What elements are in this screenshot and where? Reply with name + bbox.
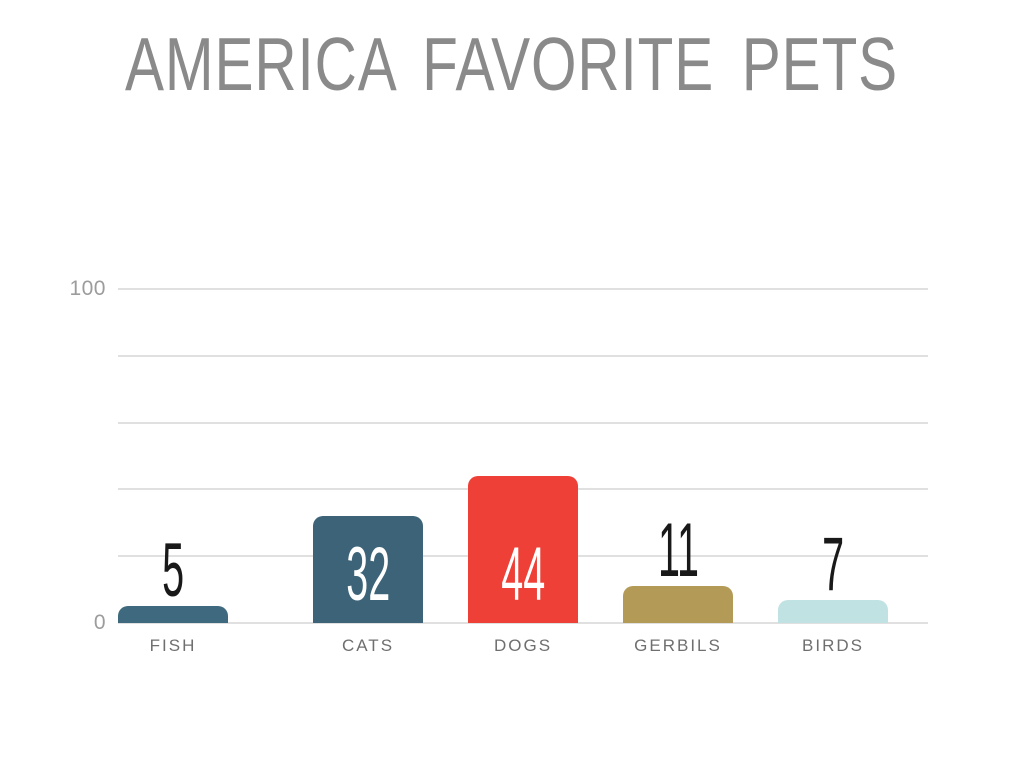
bar-value-label-gerbils: 11 <box>657 508 699 593</box>
y-axis-tick-100: 100 <box>69 277 106 300</box>
bar-group-gerbils: 11 GERBILS <box>623 289 733 655</box>
bar-gerbils <box>623 586 733 623</box>
category-label-fish: FISH <box>149 636 197 655</box>
bar-group-cats: 32 CATS <box>313 289 423 655</box>
bar-fish <box>118 606 228 623</box>
category-label-birds: BIRDS <box>802 636 864 655</box>
bar-value-label-birds: 7 <box>822 522 844 607</box>
bar-chart-plot-area: 32 CATS 44 DOGS 11 GERBILS 7 BIRDS 5 FIS… <box>118 288 928 655</box>
bar-value-label-dogs: 44 <box>501 532 545 617</box>
gridline-y-0 <box>118 622 928 624</box>
chart-title: AMERICA FAVORITE PETS <box>125 22 899 106</box>
y-axis-tick-0: 0 <box>93 611 106 634</box>
chart-title-container: AMERICA FAVORITE PETS <box>0 27 1024 102</box>
bar-group-dogs: 44 DOGS <box>468 289 578 655</box>
bar-cats <box>313 516 423 623</box>
bar-group-fish: 5 FISH <box>118 289 228 655</box>
category-label-gerbils: GERBILS <box>634 636 722 655</box>
gridline-y-80 <box>118 354 928 357</box>
bar-value-label-fish: 5 <box>162 528 184 613</box>
bar-value-label-cats: 32 <box>346 532 390 617</box>
gridline-y-100 <box>118 288 928 290</box>
bar-group-birds: 7 BIRDS <box>778 289 888 655</box>
gridline-y-60 <box>118 421 928 424</box>
bar-birds <box>778 600 888 623</box>
category-label-dogs: DOGS <box>493 636 553 655</box>
bar-dogs <box>468 476 578 623</box>
category-label-cats: CATS <box>341 636 395 655</box>
